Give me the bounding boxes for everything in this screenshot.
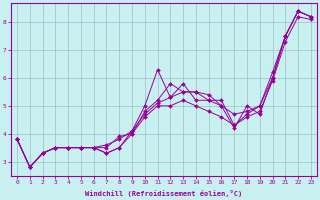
X-axis label: Windchill (Refroidissement éolien,°C): Windchill (Refroidissement éolien,°C) bbox=[85, 190, 243, 197]
